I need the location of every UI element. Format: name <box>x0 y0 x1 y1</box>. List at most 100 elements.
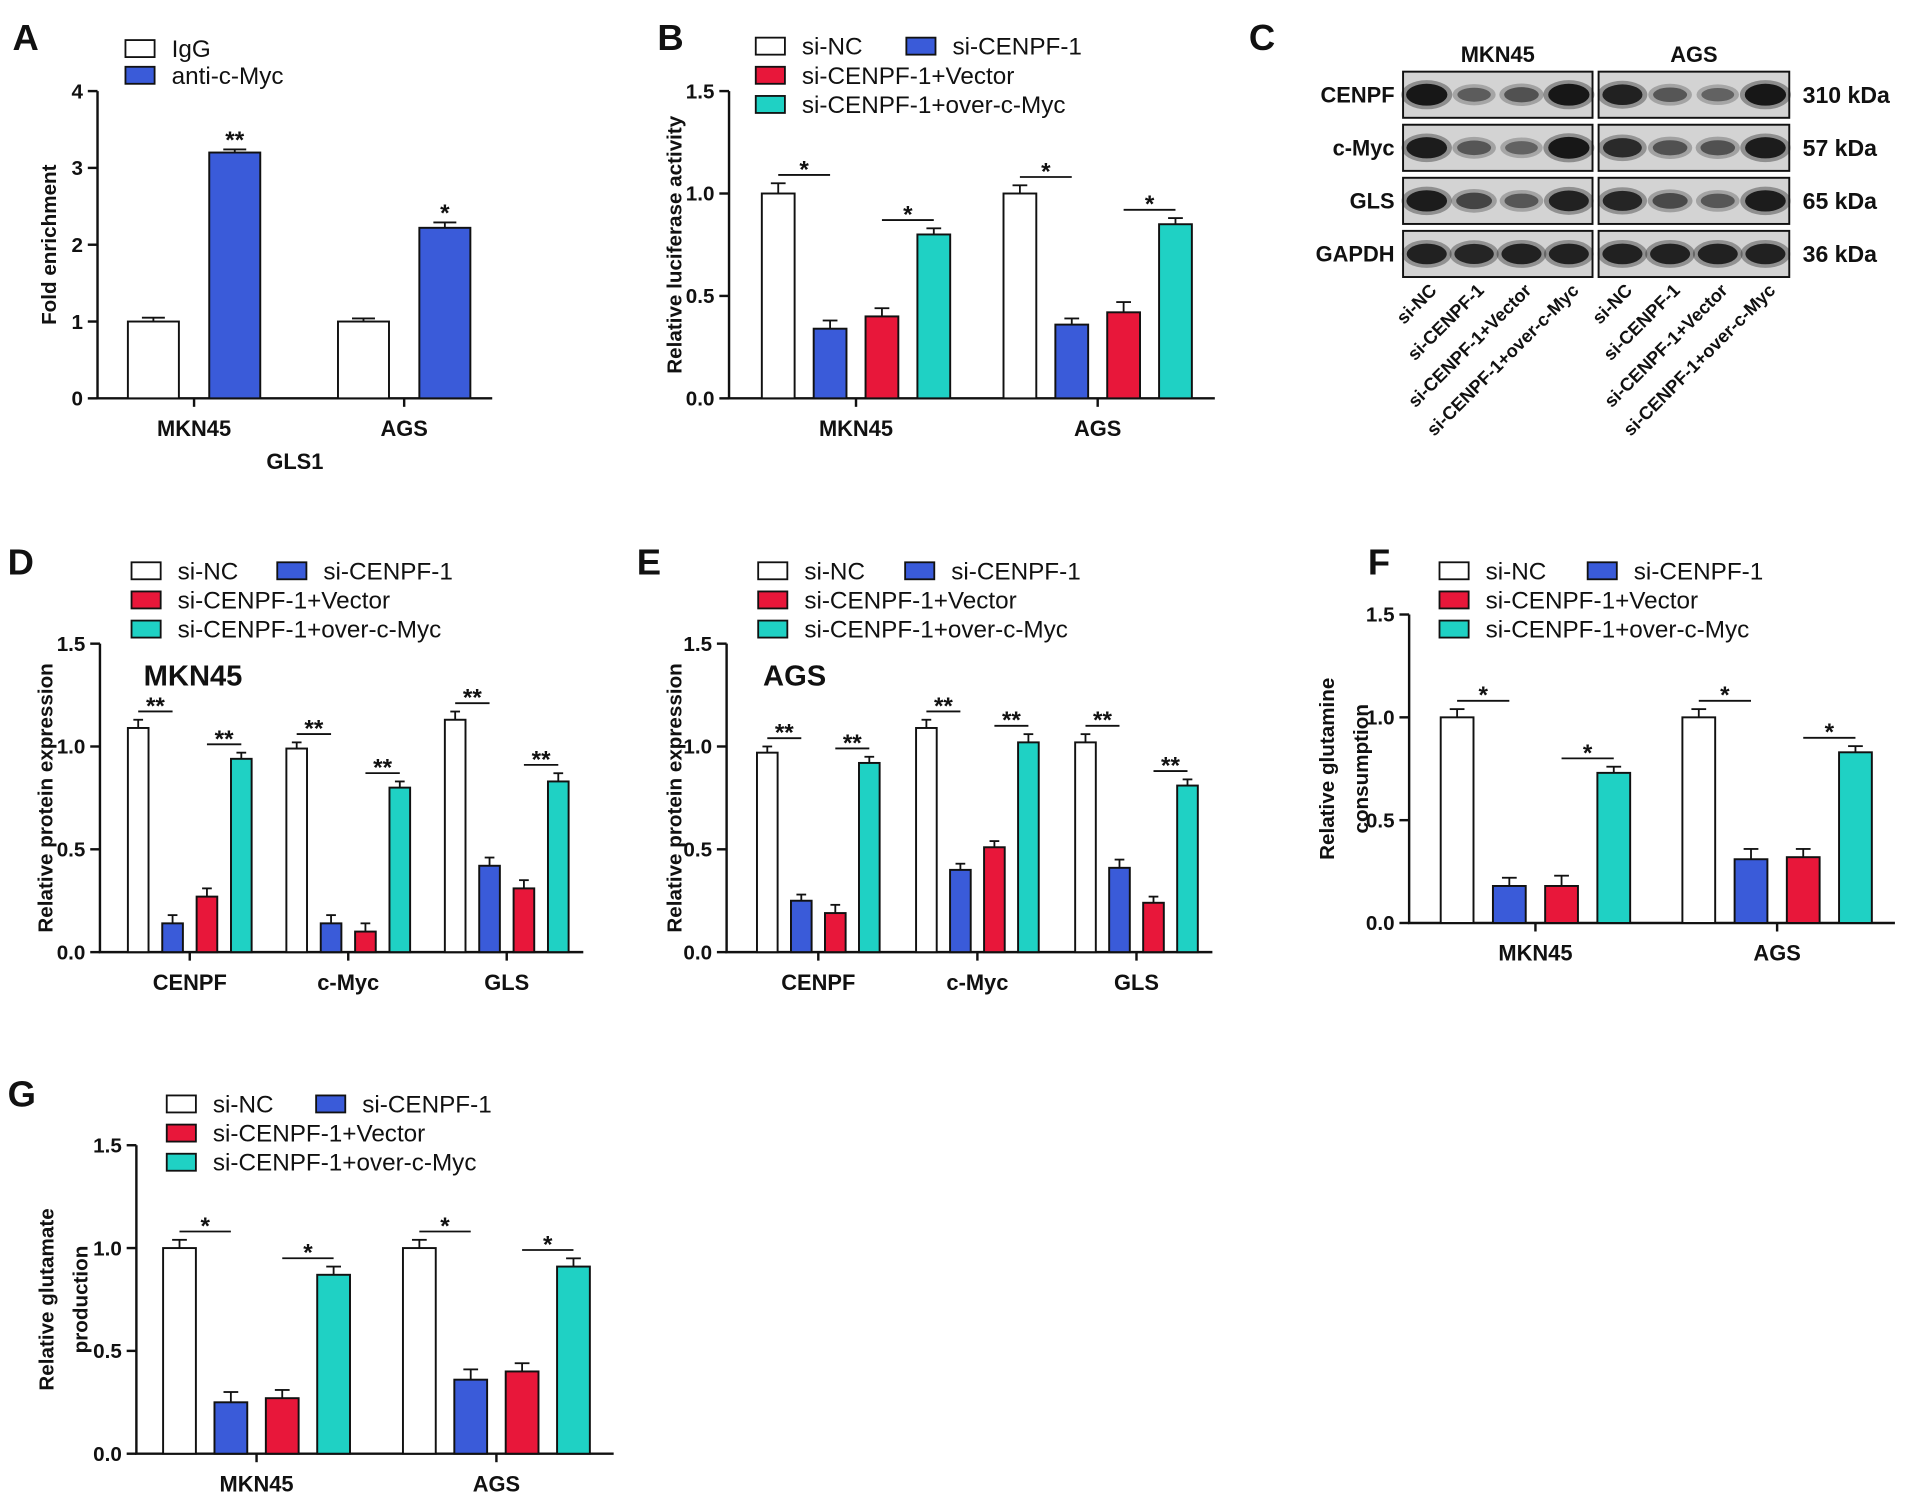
panel-d-legend-label-si-cenpf-1-plus-vector: si-CENPF-1+Vector <box>178 587 390 614</box>
blot-band-core <box>1652 192 1688 209</box>
panel-d-category-label-gls: GLS <box>484 970 529 995</box>
blot-band-core <box>1744 83 1787 106</box>
panel-d-gls-si-cenpf-1-plus-over-c-myc-error-bar <box>553 772 564 782</box>
panel-d-letter: D <box>8 541 34 582</box>
panel-d-c-myc-si-cenpf-1-plus-over-c-myc-error-bar <box>394 780 405 788</box>
panel-g-y-axis-title: Relative glutamate <box>36 1208 59 1390</box>
panel-e-significance-c-myc-3-label: ** <box>1002 707 1021 734</box>
panel-f-mkn45-si-cenpf-1-bar <box>1491 885 1527 924</box>
blot-strip-c-myc-mkn45 <box>1401 123 1595 172</box>
panel-f-ags-si-cenpf-1-plus-vector-error-bar <box>1795 848 1811 858</box>
blot-band-core <box>1745 137 1786 159</box>
panel-e-c-myc-si-cenpf-1-plus-vector-error-bar <box>989 840 1000 848</box>
panel-g-mkn45-si-nc-bar <box>162 1247 197 1455</box>
panel-g-ags-si-cenpf-1-plus-over-c-myc-error-bar <box>566 1257 581 1267</box>
panel-d-legend-swatch-si-cenpf-1-plus-over-c-myc <box>130 619 162 639</box>
blot-band-core <box>1697 243 1738 265</box>
panel-e-cenpf-si-cenpf-1-plus-over-c-myc-bar <box>858 761 881 954</box>
panel-e-legend-swatch-si-cenpf-1-plus-over-c-myc <box>757 619 789 639</box>
panel-f-category-label-mkn45: MKN45 <box>1498 941 1572 966</box>
panel-g-y-axis-title: production <box>70 1246 93 1354</box>
panel-g-ytick-label: 1.0 <box>93 1237 122 1260</box>
panel-f-ags-si-cenpf-1-plus-vector-bar <box>1785 856 1821 924</box>
panel-b-category-label-mkn45: MKN45 <box>819 416 893 441</box>
panel-e-letter: E <box>637 541 661 582</box>
panel-a-mkn45-anti-c-myc-bar <box>208 151 262 400</box>
panel-d-gls-si-cenpf-1-plus-vector-error-bar <box>519 879 529 889</box>
blot-size-label-cenpf: 310 kDa <box>1803 82 1890 108</box>
blot-strip-gapdh-ags <box>1597 229 1791 278</box>
panel-b-ytick-label: 0.0 <box>686 388 715 411</box>
blot-strip-cenpf-mkn45 <box>1401 70 1595 119</box>
panel-f-ags-si-cenpf-1-error-bar <box>1743 848 1759 860</box>
panel-f-y-axis-title: consumption <box>1350 704 1373 833</box>
panel-a-y-axis-title: Fold enrichment <box>38 164 61 325</box>
panel-d-ytick-label: 0.0 <box>57 941 86 964</box>
panel-b-ytick-label: 0.5 <box>686 285 715 308</box>
panel-b-ags-si-cenpf-1-plus-vector-bar <box>1106 311 1141 400</box>
blot-row-label-gapdh: GAPDH <box>1316 242 1395 267</box>
panel-d-c-myc-si-nc-error-bar <box>291 741 302 749</box>
blot-band-halo <box>1696 84 1740 106</box>
panel-e-c-myc-si-cenpf-1-plus-vector-bar <box>983 846 1006 954</box>
panel-g-ags-si-cenpf-1-error-bar <box>463 1368 479 1380</box>
panel-a-mkn45-anti-c-myc-error-bar <box>223 148 247 153</box>
blot-size-label-gapdh: 36 kDa <box>1803 241 1878 267</box>
panel-f-significance-ags-2-label: * <box>1720 682 1730 709</box>
panel-d-gls-si-nc-bar <box>443 718 467 954</box>
panel-b-legend-swatch-si-cenpf-1-plus-vector <box>754 65 786 85</box>
panel-g-legend-swatch-si-cenpf-1 <box>315 1094 347 1114</box>
panel-e-category-label-gls: GLS <box>1114 970 1159 995</box>
panel-d-cenpf-si-nc-error-bar <box>133 718 144 728</box>
panel-d-significance-c-myc-2-label: ** <box>304 715 323 742</box>
panel-e-c-myc-si-cenpf-1-plus-over-c-myc-bar <box>1017 741 1040 954</box>
blot-band-core <box>1406 83 1448 106</box>
panel-c-western-blot: C MKN45si-NCsi-CENPF-1si-CENPF-1+Vectorsi… <box>1249 17 1890 440</box>
panel-d-cenpf-si-cenpf-1-plus-over-c-myc-error-bar <box>236 751 247 759</box>
panel-d-chart-title: MKN45 <box>144 660 243 692</box>
blot-band-core <box>1602 190 1643 211</box>
blot-strip-gapdh-mkn45 <box>1401 229 1594 278</box>
panel-f-mkn45-si-cenpf-1-plus-vector-bar <box>1544 885 1579 924</box>
panel-g-significance-ags-2-label: * <box>440 1213 450 1240</box>
panel-d-legend-label-si-nc: si-NC <box>178 558 239 585</box>
panel-b-ags-si-nc-error-bar <box>1012 184 1028 194</box>
blot-band-c-myc-mkn45-si-cenpf-1-plus-over-c-myc <box>1543 133 1595 163</box>
panel-e-ytick-label: 1.0 <box>683 736 712 759</box>
panel-e-ytick-label: 1.5 <box>683 633 712 656</box>
blot-strip-c-myc-ags <box>1597 123 1791 172</box>
panel-d-category-label-cenpf: CENPF <box>153 970 227 995</box>
blot-band-core <box>1456 192 1493 210</box>
panel-e-c-myc-si-nc-error-bar <box>921 718 932 728</box>
panel-a-ags-igg-error-bar <box>352 317 375 322</box>
panel-g-ags-si-nc-bar <box>401 1247 437 1455</box>
panel-f-mkn45-si-cenpf-1-plus-vector-error-bar <box>1554 874 1569 886</box>
panel-g-category-label-mkn45: MKN45 <box>219 1471 293 1495</box>
panel-d-legend-swatch-si-cenpf-1 <box>276 561 308 581</box>
panel-b-ags-si-cenpf-1-plus-over-c-myc-error-bar <box>1168 217 1183 225</box>
panel-b-ytick-label: 1.5 <box>686 80 715 103</box>
panel-a-legend-swatch-igg <box>124 39 156 58</box>
blot-band-gls-ags-si-cenpf-1-plus-vector <box>1695 189 1740 212</box>
panel-b-ags-si-cenpf-1-bar <box>1054 323 1090 400</box>
blot-band-halo <box>1500 137 1543 159</box>
blot-band-cenpf-mkn45-si-nc <box>1401 80 1453 110</box>
blot-band-gls-mkn45-si-cenpf-1-plus-vector <box>1499 189 1544 212</box>
blot-band-cenpf-ags-si-cenpf-1-plus-vector <box>1696 84 1740 106</box>
panel-b-y-axis-title: Relative luciferase activity <box>664 115 687 373</box>
blot-band-core <box>1548 136 1590 159</box>
panel-a-ags-anti-c-myc-error-bar <box>433 221 457 228</box>
panel-g-letter: G <box>8 1073 36 1114</box>
panel-b-mkn45-si-nc-error-bar <box>770 182 786 194</box>
blot-band-core <box>1652 140 1688 156</box>
blot-band-core <box>1548 190 1589 212</box>
panel-g-legend-label-si-cenpf-1-plus-vector: si-CENPF-1+Vector <box>213 1121 425 1148</box>
panel-e-significance-cenpf-0-label: ** <box>775 720 794 747</box>
panel-e-cenpf-si-cenpf-1-plus-vector-bar <box>824 912 847 954</box>
panel-a-x-axis-title: GLS1 <box>266 449 323 474</box>
panel-b-mkn45-si-cenpf-1-error-bar <box>822 319 838 329</box>
panel-a-ytick-label: 3 <box>71 157 82 180</box>
panel-b-legend-swatch-si-nc <box>754 36 786 56</box>
